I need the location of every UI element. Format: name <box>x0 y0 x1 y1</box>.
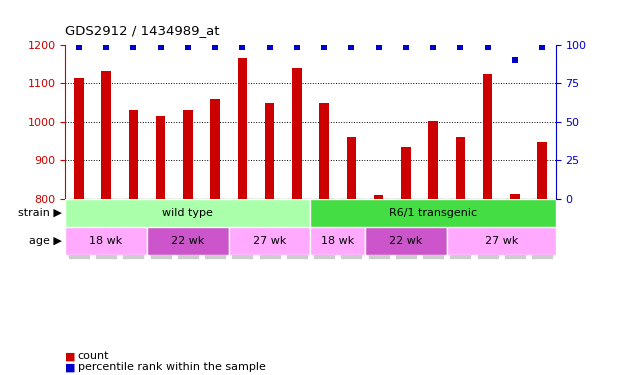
Text: GDS2912 / 1434989_at: GDS2912 / 1434989_at <box>65 24 220 38</box>
Bar <box>537 142 547 199</box>
Text: wild type: wild type <box>163 208 213 218</box>
Bar <box>510 194 520 199</box>
Bar <box>65 199 310 227</box>
Bar <box>401 147 410 199</box>
Bar <box>238 58 247 199</box>
Bar <box>129 110 138 199</box>
Bar <box>229 227 310 255</box>
Bar <box>319 104 329 199</box>
Text: 18 wk: 18 wk <box>89 236 123 246</box>
Text: 27 wk: 27 wk <box>253 236 286 246</box>
Bar <box>211 99 220 199</box>
Bar <box>74 78 84 199</box>
Bar <box>365 227 446 255</box>
Bar <box>446 227 556 255</box>
Bar <box>265 104 274 199</box>
Text: 18 wk: 18 wk <box>321 236 355 246</box>
Text: percentile rank within the sample: percentile rank within the sample <box>78 363 266 372</box>
Bar <box>347 137 356 199</box>
Bar <box>310 199 556 227</box>
Bar <box>456 137 465 199</box>
Text: 22 wk: 22 wk <box>171 236 204 246</box>
Bar <box>183 110 193 199</box>
Bar <box>310 227 365 255</box>
Bar <box>374 195 383 199</box>
Bar <box>101 71 111 199</box>
Bar <box>156 116 165 199</box>
Text: age ▶: age ▶ <box>29 236 62 246</box>
Bar <box>428 121 438 199</box>
Bar <box>483 74 492 199</box>
Text: count: count <box>78 351 109 361</box>
Text: 27 wk: 27 wk <box>484 236 518 246</box>
Text: strain ▶: strain ▶ <box>18 208 62 218</box>
Text: ■: ■ <box>65 363 76 372</box>
Bar <box>65 227 147 255</box>
Bar <box>292 68 302 199</box>
Text: R6/1 transgenic: R6/1 transgenic <box>389 208 477 218</box>
Text: ■: ■ <box>65 351 76 361</box>
Bar <box>147 227 229 255</box>
Text: 22 wk: 22 wk <box>389 236 422 246</box>
